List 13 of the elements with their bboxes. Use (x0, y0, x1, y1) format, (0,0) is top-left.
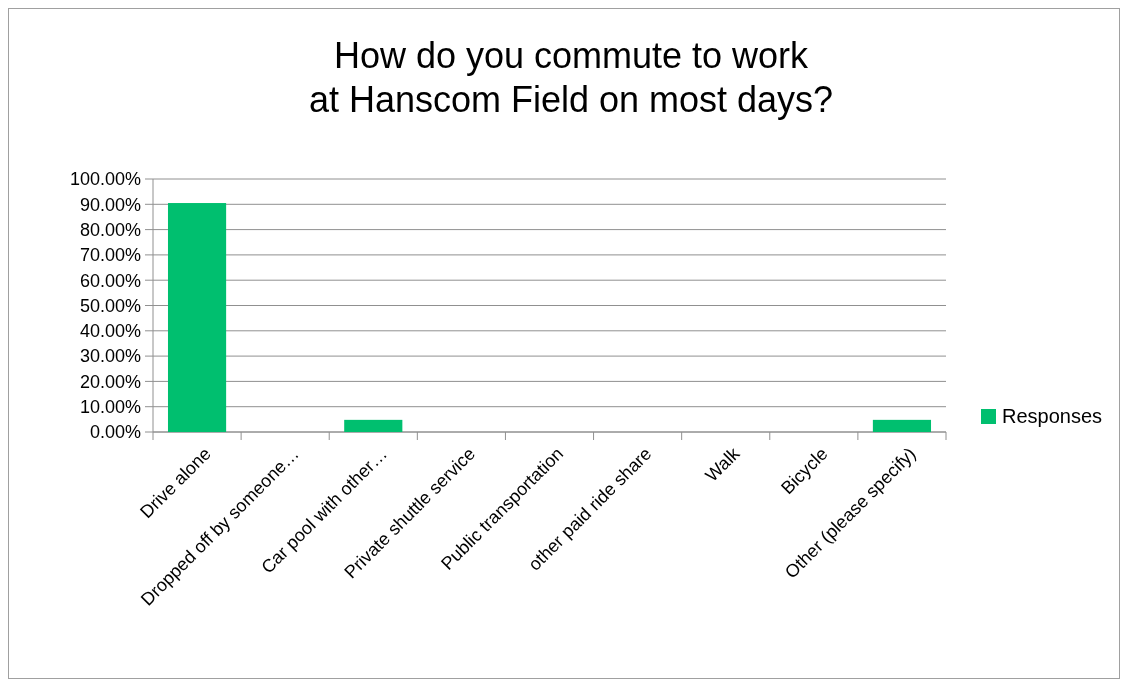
y-tick-label: 60.00% (79, 270, 141, 291)
y-tick-label: 80.00% (79, 219, 141, 240)
y-tick-label: 10.00% (79, 397, 141, 417)
y-tick-label: 40.00% (79, 321, 141, 342)
legend-label: Responses (1002, 405, 1103, 427)
y-tick-label: 50.00% (79, 295, 141, 316)
y-tick-label: 90.00% (79, 194, 141, 215)
chart-title: How do you commute to work at Hanscom Field on most days? (308, 35, 834, 120)
y-tick-label: 30.00% (79, 346, 141, 367)
y-tick-label: 100.00% (69, 169, 141, 190)
y-tick-label: 70.00% (79, 245, 141, 266)
y-tick-label: 0.00% (89, 422, 141, 443)
y-tick-label: 20.00% (79, 371, 141, 392)
